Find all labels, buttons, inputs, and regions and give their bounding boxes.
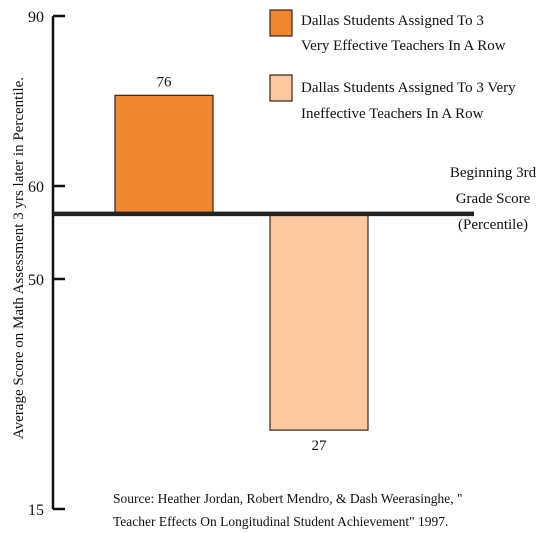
- y-tick-label: 90: [28, 9, 44, 26]
- bars: 76 27: [114, 74, 369, 454]
- baseline: Beginning 3rd Grade Score (Percentile): [53, 165, 537, 233]
- data-label: 27: [312, 438, 328, 454]
- data-label: 76: [157, 74, 173, 90]
- legend-swatch: [269, 9, 293, 37]
- legend-label: Dallas Students Assigned To 3 Very: [301, 80, 516, 96]
- y-tick-label: 15: [28, 502, 44, 519]
- y-tick-label: 60: [28, 179, 44, 196]
- legend-swatch: [269, 74, 293, 102]
- legend-label: Dallas Students Assigned To 3: [301, 13, 484, 29]
- source-line: Source: Heather Jordan, Robert Mendro, &…: [113, 491, 462, 506]
- bar: [114, 94, 214, 215]
- source-line: Teacher Effects On Longitudinal Student …: [113, 514, 448, 529]
- y-axis-title: Average Score on Math Assessment 3 yrs l…: [11, 77, 27, 439]
- source-note: Source: Heather Jordan, Robert Mendro, &…: [113, 491, 462, 529]
- bar: [269, 213, 369, 431]
- baseline-label-line: (Percentile): [458, 217, 528, 233]
- y-axis: 15 50 60 90: [28, 9, 65, 519]
- y-tick-label: 50: [28, 272, 44, 289]
- legend-label: Very Effective Teachers In A Row: [301, 38, 506, 54]
- baseline-label-line: Grade Score: [456, 191, 531, 207]
- legend: Dallas Students Assigned To 3 Very Effect…: [269, 9, 516, 122]
- baseline-label-line: Beginning 3rd: [450, 165, 537, 181]
- legend-label: Ineffective Teachers In A Row: [301, 106, 484, 122]
